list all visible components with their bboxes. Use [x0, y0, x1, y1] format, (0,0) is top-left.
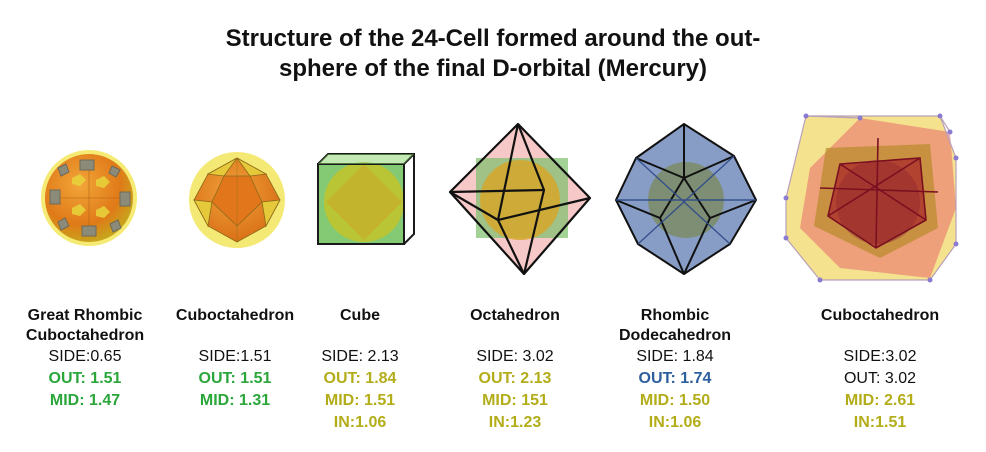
title-line-1: Structure of the 24-Cell formed around t… — [225, 25, 761, 52]
great-rhombic-cuboctahedron-figure — [41, 150, 137, 246]
cuboctahedron-figure — [189, 152, 285, 248]
solid-label-cuboctahedron-large: Cuboctahedron SIDE:3.02 OUT: 3.02 MID: 2… — [805, 306, 955, 434]
solid-name-line-1: Cuboctahedron — [175, 307, 295, 324]
solid-label-octahedron: Octahedron SIDE: 3.02 OUT: 2.13 MID: 151… — [450, 306, 580, 434]
solid-name-line-2 — [805, 326, 955, 346]
stat-side: SIDE: 3.02 — [476, 348, 554, 365]
stat-out: OUT: 1.51 — [198, 370, 272, 387]
stat-in: IN:1.06 — [648, 414, 702, 431]
stat-mid: MID: 1.51 — [324, 392, 396, 409]
solid-name-line-2 — [160, 326, 310, 346]
stat-mid: MID: 2.61 — [844, 392, 916, 409]
stat-in: IN:1.06 — [333, 414, 387, 431]
solid-label-rhombic-dodecahedron: Rhombic Dodecahedron SIDE: 1.84 OUT: 1.7… — [600, 306, 750, 434]
stat-side: SIDE:3.02 — [843, 348, 917, 365]
stat-in: IN:1.51 — [853, 414, 907, 431]
solid-label-cuboctahedron-small: Cuboctahedron SIDE:1.51 OUT: 1.51 MID: 1… — [160, 306, 310, 412]
rhombic-dodecahedron-figure — [615, 123, 757, 275]
stat-out: OUT: 1.84 — [323, 370, 397, 387]
stat-in: IN:1.23 — [488, 414, 542, 431]
solid-name-line-1: Rhombic — [640, 307, 710, 324]
diagram-title: Structure of the 24-Cell formed around t… — [0, 24, 986, 84]
solid-name-line-1: Octahedron — [470, 307, 560, 324]
stat-mid: MID: 1.31 — [199, 392, 271, 409]
stat-out: OUT: 1.51 — [48, 370, 122, 387]
octahedron-figure — [448, 122, 592, 276]
large-cuboctahedron-figure — [783, 113, 959, 283]
solid-name-line-1: Cube — [340, 307, 380, 324]
title-line-2: sphere of the final D-orbital (Mercury) — [278, 55, 708, 82]
stat-mid: MID: 1.47 — [49, 392, 121, 409]
stat-side: SIDE: 2.13 — [321, 348, 399, 365]
stat-out: OUT: 3.02 — [843, 370, 917, 387]
solid-label-great-rhombic-cuboctahedron: Great Rhombic Cuboctahedron SIDE:0.65 OU… — [10, 306, 160, 412]
solid-label-cube: Cube SIDE: 2.13 OUT: 1.84 MID: 1.51 IN:1… — [300, 306, 420, 434]
solid-name-line-1: Great Rhombic — [27, 307, 143, 324]
stat-out: OUT: 2.13 — [478, 370, 552, 387]
stat-side: SIDE: 1.84 — [636, 348, 714, 365]
stat-out: OUT: 1.74 — [638, 370, 712, 387]
stat-side: SIDE:1.51 — [198, 348, 272, 365]
stat-mid: MID: 151 — [482, 392, 548, 409]
stat-mid: MID: 1.50 — [639, 392, 711, 409]
solid-name-line-2: Dodecahedron — [618, 327, 731, 344]
stat-side: SIDE:0.65 — [48, 348, 122, 365]
cube-figure — [317, 153, 415, 245]
solid-name-line-2 — [450, 326, 580, 346]
solid-name-line-2 — [300, 326, 420, 346]
solid-name-line-2: Cuboctahedron — [25, 327, 145, 344]
solid-name-line-1: Cuboctahedron — [820, 307, 940, 324]
